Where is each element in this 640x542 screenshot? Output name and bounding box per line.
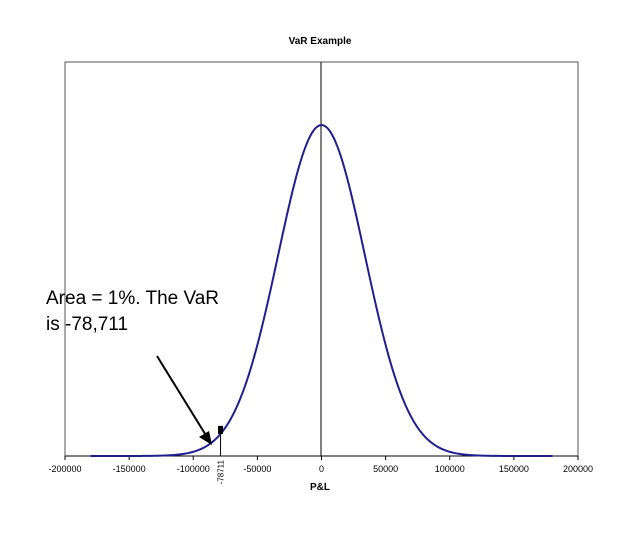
annotation-arrow-shaft: [156, 355, 208, 438]
var-marker: -78711: [217, 425, 226, 484]
chart-title: VaR Example: [289, 36, 352, 47]
x-axis-label: P&L: [310, 482, 330, 493]
x-tick-label: 100000: [435, 464, 465, 474]
distribution-curve: [90, 123, 553, 457]
annotation-line-2: is -78,711: [46, 314, 128, 335]
x-tick-label: 200000: [563, 464, 593, 474]
x-tick-label: 150000: [499, 464, 529, 474]
annotation: Area = 1%. The VaR is -78,711: [46, 288, 219, 445]
var-marker-square: [218, 425, 224, 434]
annotation-line-1: Area = 1%. The VaR: [46, 288, 219, 309]
x-tick-label: -200000: [48, 464, 81, 474]
x-tick-label: -50000: [243, 464, 271, 474]
annotation-arrow-head: [199, 431, 212, 445]
x-tick-label: -100000: [177, 464, 210, 474]
x-tick-label: 50000: [373, 464, 398, 474]
x-ticks: -200000 -150000 -100000 -50000 0 50000 100000 1…: [48, 456, 593, 474]
x-tick-label: 0: [319, 464, 324, 474]
x-axis: -200000 -150000 -100000 -50000 0 50000 100000 1…: [48, 455, 593, 474]
x-tick-label: -150000: [113, 464, 146, 474]
var-marker-label: -78711: [217, 459, 226, 484]
